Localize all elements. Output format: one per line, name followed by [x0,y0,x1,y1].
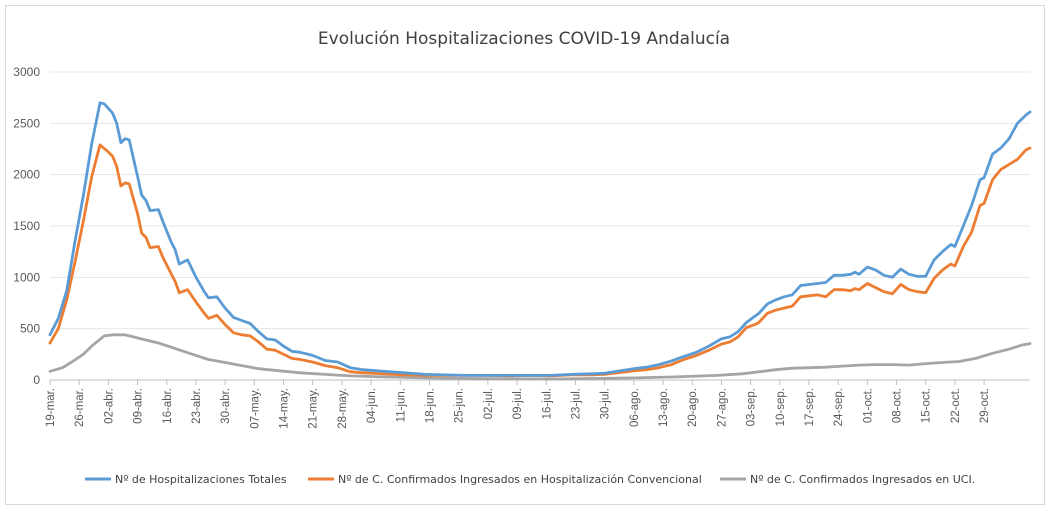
x-tick-label: 02-abr. [103,388,115,424]
x-tick-label: 21-may. [308,388,320,429]
x-tick-label: 28-may. [337,388,349,429]
x-tick-label: 20-ago. [687,388,699,427]
x-tick-label: 11-jun. [395,388,407,422]
x-tick-label: 09-abr. [133,388,145,424]
y-tick-label: 0 [33,373,40,387]
gridlines [50,71,1030,330]
legend-label-1: Nº de Hospitalizaciones Totales [115,473,287,486]
x-tick-label: 17-sep. [804,388,816,426]
x-tick-label: 30-jul. [600,388,612,419]
y-tick-label: 500 [20,322,40,336]
x-tick-label: 03-sep. [746,388,758,426]
x-tick-label: 08-oct. [892,388,904,423]
x-tick-label: 14-may. [279,388,291,429]
x-tick-label: 24-sep. [833,388,845,426]
y-tick-label: 2500 [13,116,40,130]
x-tick-label: 07-may. [249,388,261,429]
legend-label-2: Nº de C. Confirmados Ingresados en Hospi… [338,473,702,486]
x-tick-label: 09-jul. [512,388,524,419]
x-tick-label: 01-oct. [862,388,874,423]
x-tick-label: 27-ago. [716,388,728,427]
x-axis: 19-mar. 26-mar. 02-abr. 09-abr. 16-abr. 23-ab… [45,379,1030,429]
x-tick-label: 18-jun. [424,388,436,423]
series-line-1 [48,101,1032,377]
series-line-2 [48,143,1032,378]
x-tick-label: 22-oct. [950,388,962,423]
x-tick-label: 26-mar. [74,388,86,427]
x-tick-label: 04-jun. [366,388,378,423]
x-tick-label: 15-oct. [921,388,933,423]
chart-frame [5,5,1045,505]
x-tick-label: 29-oct. [979,388,991,423]
x-tick-label: 25-jun. [454,388,466,423]
x-tick-label: 16-abr. [162,388,174,424]
x-tick-label: 02-jul. [483,388,495,419]
chart-title: Evolución Hospitalizaciones COVID-19 And… [318,29,730,49]
y-tick-label: 3000 [13,65,40,79]
series-lines [48,101,1032,381]
x-tick-label: 16-jul. [541,388,553,419]
x-tick-label: 06-ago. [629,388,641,427]
y-tick-label: 2000 [13,168,40,182]
y-axis: 0 500 1000 1500 2000 2500 3000 [13,65,40,387]
x-tick-label: 19-mar. [45,388,57,427]
x-tick-label: 23-jul. [570,388,582,419]
x-tick-label: 30-abr. [220,388,232,424]
x-tick-label: 10-sep. [775,388,787,426]
x-tick-label: 13-ago. [658,388,670,427]
legend-label-3: Nº de C. Confirmados Ingresados en UCI. [750,473,975,486]
y-tick-label: 1000 [13,270,40,284]
y-tick-label: 1500 [13,219,40,233]
x-tick-label: 23-abr. [191,388,203,424]
legend: Nº de Hospitalizaciones Totales Nº de C. … [85,473,975,486]
series-line-3 [48,333,1032,381]
